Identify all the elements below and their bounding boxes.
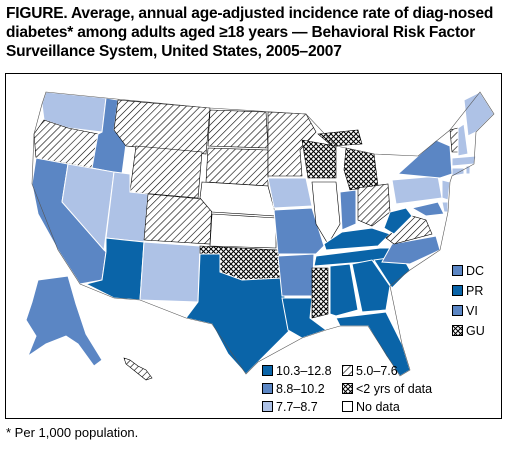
state-iowa [267,177,313,209]
legend-item-cross: <2 yrs of data [342,382,432,396]
figure-label: FIGURE. [6,5,68,22]
state-montana [113,99,211,155]
legend-item-c2: 8.8–10.2 [262,382,325,396]
state-kansas [209,213,277,249]
figure-title: FIGURE. Average, annual age-adjusted inc… [6,4,510,61]
state-hawaii [123,357,153,381]
state-arkansas [277,253,315,297]
swatch-vi [452,305,463,316]
state-vermont [449,127,459,153]
state-delaware [441,201,449,213]
state-maryland [410,201,445,217]
state-south-dakota [205,147,269,187]
territory-vi: VI [452,304,478,318]
state-colorado [143,193,213,245]
state-nebraska [199,181,277,217]
state-nevada [61,163,115,252]
territory-dc: DC [452,264,484,278]
state-connecticut [451,167,465,177]
state-michigan-up [317,129,363,147]
state-north-carolina [381,235,441,265]
state-new-mexico [139,241,201,303]
state-massachusetts [451,155,477,167]
swatch-dc [452,265,463,276]
map-frame [5,73,502,419]
state-illinois [311,181,341,245]
state-wisconsin [301,139,337,179]
footnote: * Per 1,000 population. [6,425,139,440]
legend-item-c1: 10.3–12.8 [262,364,332,378]
us-choropleth-map [25,91,495,381]
state-alaska [25,275,103,367]
legend-item-hatch: 5.0–7.6 [342,364,398,378]
state-mississippi [311,267,329,319]
state-new-york [396,139,453,179]
state-north-dakota [207,109,269,149]
state-alabama [329,263,359,317]
state-kentucky [323,227,391,251]
state-new-hampshire [457,123,469,157]
state-georgia [351,259,391,313]
state-missouri [273,207,325,255]
legend-item-c3: 7.7–8.7 [262,400,318,414]
figure-title-text: Average, annual age-adjusted incidence r… [6,5,494,60]
legend-item-nodata: No data [342,400,400,414]
state-ohio [357,183,391,227]
state-new-jersey [441,179,451,201]
state-pennsylvania [391,175,443,205]
state-wyoming [129,145,203,199]
territory-gu: GU [452,324,485,338]
swatch-gu [452,325,463,336]
swatch-pr [452,285,463,296]
state-west-virginia [383,207,413,235]
state-michigan [343,147,379,191]
state-indiana [339,189,357,231]
territory-pr: PR [452,284,483,298]
